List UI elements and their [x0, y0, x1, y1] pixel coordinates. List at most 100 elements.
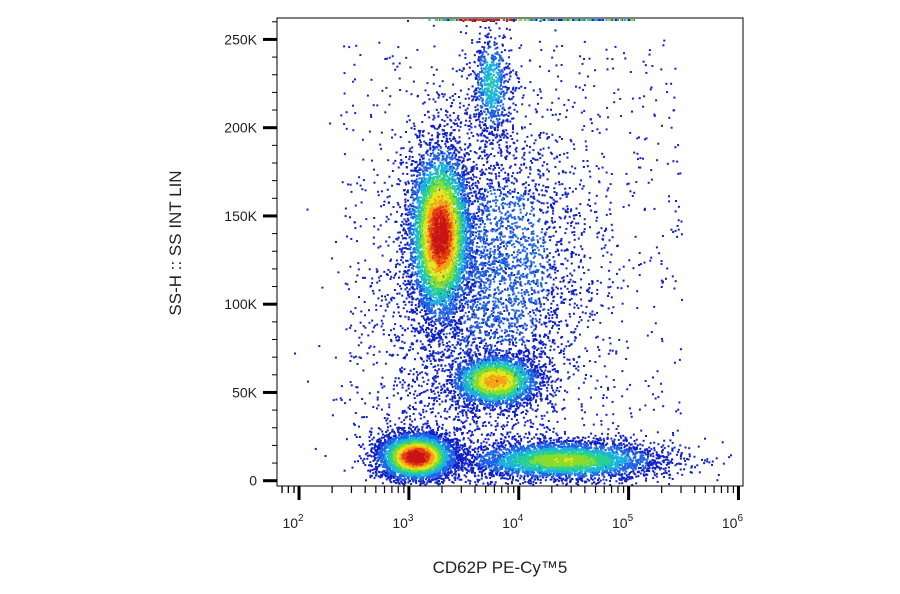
event-dot: [408, 383, 410, 386]
event-dot: [437, 96, 440, 99]
event-dot: [593, 481, 596, 484]
event-dot: [392, 394, 395, 397]
event-dot: [486, 153, 488, 156]
event-dot: [465, 152, 468, 155]
event-dot: [633, 151, 636, 154]
event-dot: [479, 195, 482, 198]
event-dot: [524, 301, 527, 304]
event-dot: [448, 332, 451, 335]
event-dot: [477, 118, 480, 121]
event-dot: [377, 432, 380, 435]
event-dot: [392, 311, 395, 314]
event-dot: [656, 480, 659, 483]
event-dot: [404, 329, 407, 332]
event-dot: [353, 356, 356, 359]
event-dot: [465, 412, 468, 415]
event-dot: [596, 311, 599, 314]
event-dot: [434, 481, 437, 484]
event-dot: [489, 254, 492, 257]
event-dot: [577, 483, 580, 486]
event-dot: [370, 116, 373, 118]
event-dot: [428, 425, 431, 428]
event-dot: [499, 283, 502, 286]
event-dot: [334, 356, 337, 359]
event-dot: [532, 397, 535, 400]
event-dot: [364, 259, 367, 262]
event-dot: [374, 324, 377, 327]
event-dot: [481, 473, 483, 476]
event-dot: [454, 93, 457, 95]
event-dot: [464, 405, 467, 408]
event-dot: [697, 445, 700, 448]
event-dot: [459, 455, 462, 458]
event-dot: [642, 60, 645, 63]
event-dot: [525, 166, 528, 169]
event-dot: [502, 409, 505, 412]
event-dot: [445, 431, 448, 434]
event-dot: [449, 374, 452, 377]
event-dot: [537, 363, 540, 366]
event-dot: [373, 459, 376, 461]
event-dot: [379, 476, 382, 479]
event-dot: [361, 416, 364, 419]
event-dot: [384, 362, 387, 365]
event-dot: [457, 151, 460, 154]
event-dot: [497, 413, 500, 416]
event-dot: [508, 241, 511, 244]
event-dot: [643, 470, 646, 473]
event-dot: [574, 441, 577, 444]
event-dot: [560, 301, 563, 304]
event-dot: [459, 31, 462, 34]
event-dot: [608, 337, 611, 339]
event-dot: [570, 208, 573, 211]
event-dot: [543, 426, 546, 429]
event-dot: [375, 304, 378, 307]
event-dot: [467, 237, 470, 240]
event-dot: [595, 165, 598, 168]
event-dot: [413, 408, 415, 411]
event-dot: [671, 462, 674, 464]
event-dot: [670, 82, 673, 85]
event-dot: [531, 317, 534, 320]
event-dot: [472, 70, 474, 73]
event-dot: [626, 346, 629, 349]
event-dot: [490, 431, 493, 434]
event-dot: [483, 421, 486, 423]
event-dot: [539, 136, 542, 139]
event-dot: [582, 436, 584, 439]
event-dot: [538, 318, 541, 321]
event-dot: [483, 228, 486, 231]
event-dot: [625, 437, 628, 440]
event-dot: [415, 160, 418, 163]
event-dot: [394, 377, 397, 380]
event-dot: [435, 400, 438, 403]
event-dot: [481, 424, 484, 427]
event-dot: [479, 223, 482, 226]
event-dot: [344, 207, 347, 210]
event-dot: [456, 459, 459, 462]
event-dot: [472, 299, 475, 302]
event-dot: [426, 389, 429, 392]
event-dot: [580, 409, 583, 412]
event-dot: [506, 410, 509, 412]
event-dot: [403, 422, 406, 425]
event-dot: [464, 53, 467, 56]
event-dot: [383, 181, 386, 184]
event-dot: [410, 310, 413, 313]
event-dot: [569, 481, 572, 484]
event-dot: [633, 191, 636, 194]
event-dot: [668, 116, 671, 119]
event-dot: [488, 263, 491, 266]
event-dot: [478, 37, 481, 40]
event-dot: [611, 440, 614, 443]
event-dot: [579, 245, 582, 248]
event-dot: [444, 448, 447, 451]
event-dot: [575, 207, 578, 210]
event-dot: [404, 315, 407, 318]
event-dot: [372, 353, 375, 356]
event-dot: [485, 145, 488, 148]
event-dot: [717, 474, 720, 476]
event-dot: [545, 440, 548, 443]
event-dot: [625, 172, 628, 175]
event-dot: [537, 102, 539, 105]
